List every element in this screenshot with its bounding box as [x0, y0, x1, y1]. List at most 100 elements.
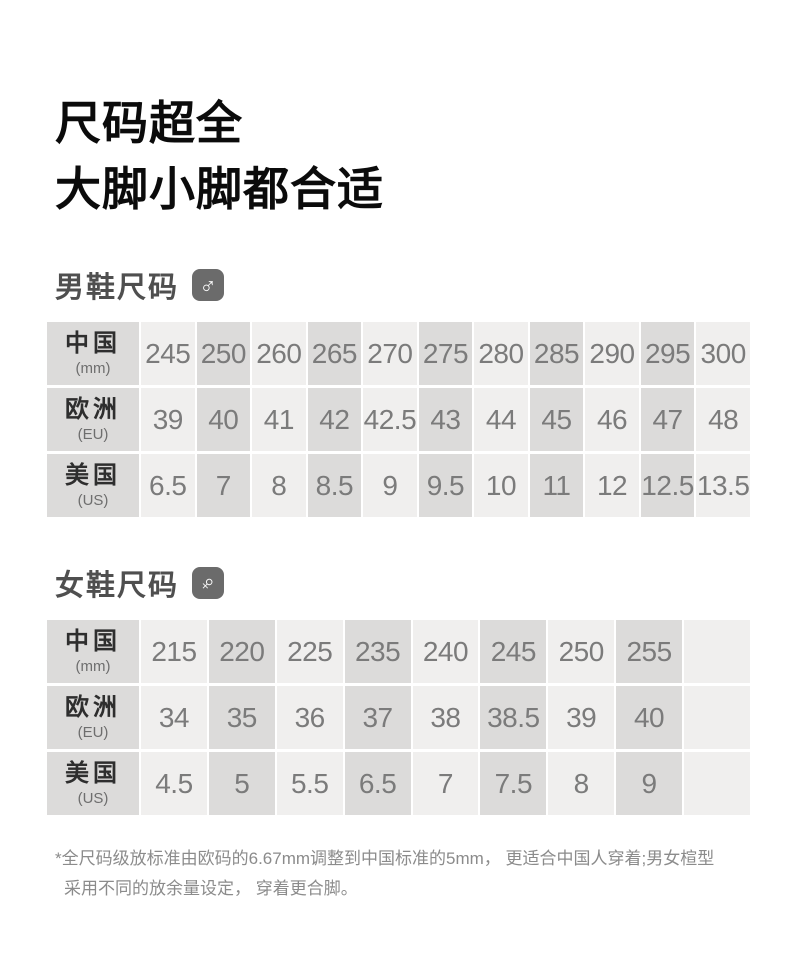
empty-cell	[684, 686, 750, 750]
size-value-cell: 250	[196, 322, 251, 386]
page-title-line1: 尺码超全	[55, 97, 243, 149]
female-icon-glyph: ♀	[193, 567, 224, 599]
size-value-cell: 39	[141, 388, 195, 452]
size-value-cell: 12.5	[640, 454, 695, 518]
size-value-cell: 7.5	[480, 752, 547, 816]
row-label-unit: (EU)	[77, 723, 109, 741]
size-value-cell: 39	[548, 686, 615, 750]
size-value-cell: 38.5	[480, 686, 547, 750]
size-value-cell: 46	[585, 388, 639, 452]
page-title: 尺码超全大脚小脚都合适	[55, 90, 752, 222]
row-label: 中国 (mm)	[47, 620, 139, 684]
size-value-cell: 10	[474, 454, 528, 518]
womens-size-table: 中国 (mm) 215 220 225 235 240 245 250 255 欧洲 (EU) 34 35…	[45, 617, 752, 818]
size-value-cell: 40	[196, 388, 251, 452]
size-value-cell: 6.5	[141, 454, 195, 518]
size-value-cell: 48	[696, 388, 750, 452]
size-value-cell: 9	[616, 752, 682, 816]
table-row: 美国 (US) 4.5 5 5.5 6.5 7 7.5 8 9	[47, 752, 750, 816]
row-label-unit: (US)	[77, 491, 109, 509]
size-value-cell: 290	[585, 322, 639, 386]
size-value-cell: 13.5	[696, 454, 750, 518]
footnote-line2: 采用不同的放余量设定， 穿着更合脚。	[64, 879, 358, 899]
size-value-cell: 300	[696, 322, 750, 386]
size-value-cell: 260	[252, 322, 306, 386]
row-label-region: 欧洲	[65, 694, 121, 722]
size-value-cell: 35	[208, 686, 275, 750]
page-title-line2: 大脚小脚都合适	[55, 163, 384, 216]
table-row: 欧洲 (EU) 34 35 36 37 38 38.5 39 40	[47, 686, 750, 750]
table-row: 中国 (mm) 215 220 225 235 240 245 250 255	[47, 620, 750, 684]
empty-cell	[684, 620, 750, 684]
size-value-cell: 42.5	[363, 388, 417, 452]
womens-section-title: 女鞋尺码	[55, 570, 180, 603]
row-label: 欧洲 (EU)	[47, 388, 139, 452]
size-value-cell: 36	[276, 686, 343, 750]
female-icon: ♀	[192, 567, 225, 600]
womens-size-section: 女鞋尺码 ♀ 中国 (mm) 215 220 225 235 240 245 250 255 欧洲(…	[47, 562, 752, 818]
row-label-unit: (US)	[77, 789, 109, 807]
size-value-cell: 5	[208, 752, 275, 816]
mens-section-header: 男鞋尺码 ♂	[55, 264, 752, 306]
size-value-cell: 245	[480, 620, 547, 684]
size-value-cell: 34	[141, 686, 207, 750]
size-value-cell: 8.5	[307, 454, 362, 518]
size-value-cell: 265	[307, 322, 362, 386]
size-value-cell: 4.5	[141, 752, 207, 816]
size-value-cell: 45	[529, 388, 584, 452]
size-value-cell: 255	[616, 620, 682, 684]
row-label-region: 中国	[65, 330, 121, 358]
footnote-line1: *全尺码级放标准由欧码的6.67mm调整到中国标准的5mm， 更适合中国人穿着;…	[55, 849, 715, 869]
size-value-cell: 8	[252, 454, 306, 518]
mens-size-table: 中国 (mm) 245 250 260 265 270 275 280 285 290 295 300 欧…	[45, 319, 752, 520]
size-value-cell: 7	[196, 454, 251, 518]
size-value-cell: 215	[141, 620, 207, 684]
row-label-region: 美国	[65, 760, 121, 788]
empty-cell	[684, 752, 750, 816]
male-icon-glyph: ♂	[199, 271, 217, 298]
size-value-cell: 285	[529, 322, 584, 386]
table-row: 欧洲 (EU) 39 40 41 42 42.5 43 44 45 46 47 48	[47, 388, 750, 452]
mens-section-title: 男鞋尺码	[55, 272, 180, 305]
size-value-cell: 9.5	[418, 454, 473, 518]
row-label-unit: (EU)	[77, 425, 109, 443]
row-label: 美国 (US)	[47, 454, 139, 518]
size-value-cell: 40	[616, 686, 682, 750]
size-value-cell: 11	[529, 454, 584, 518]
size-value-cell: 250	[548, 620, 615, 684]
footnote: *全尺码级放标准由欧码的6.67mm调整到中国标准的5mm， 更适合中国人穿着;…	[55, 844, 752, 904]
size-value-cell: 245	[141, 322, 195, 386]
male-icon: ♂	[192, 269, 225, 302]
size-value-cell: 43	[418, 388, 473, 452]
size-value-cell: 225	[276, 620, 343, 684]
size-value-cell: 220	[208, 620, 275, 684]
size-value-cell: 41	[252, 388, 306, 452]
size-value-cell: 7	[412, 752, 479, 816]
mens-size-section: 男鞋尺码 ♂ 中国 (mm) 245 250 260 265 270 275 280 285 290…	[47, 264, 752, 520]
row-label: 欧洲 (EU)	[47, 686, 139, 750]
size-value-cell: 275	[418, 322, 473, 386]
size-value-cell: 235	[344, 620, 411, 684]
size-value-cell: 280	[474, 322, 528, 386]
table-row: 中国 (mm) 245 250 260 265 270 275 280 285 290 295 300	[47, 322, 750, 386]
row-label-region: 欧洲	[65, 396, 121, 424]
row-label-region: 中国	[65, 628, 121, 656]
row-label-unit: (mm)	[75, 359, 111, 377]
row-label: 中国 (mm)	[47, 322, 139, 386]
size-value-cell: 9	[363, 454, 417, 518]
womens-section-header: 女鞋尺码 ♀	[55, 562, 752, 604]
size-value-cell: 47	[640, 388, 695, 452]
size-value-cell: 8	[548, 752, 615, 816]
size-value-cell: 44	[474, 388, 528, 452]
row-label-unit: (mm)	[75, 657, 111, 675]
size-value-cell: 42	[307, 388, 362, 452]
table-row: 美国 (US) 6.5 7 8 8.5 9 9.5 10 11 12 12.5 13.5	[47, 454, 750, 518]
size-value-cell: 240	[412, 620, 479, 684]
row-label: 美国 (US)	[47, 752, 139, 816]
size-value-cell: 270	[363, 322, 417, 386]
size-value-cell: 38	[412, 686, 479, 750]
size-value-cell: 295	[640, 322, 695, 386]
size-value-cell: 6.5	[344, 752, 411, 816]
row-label-region: 美国	[65, 462, 121, 490]
